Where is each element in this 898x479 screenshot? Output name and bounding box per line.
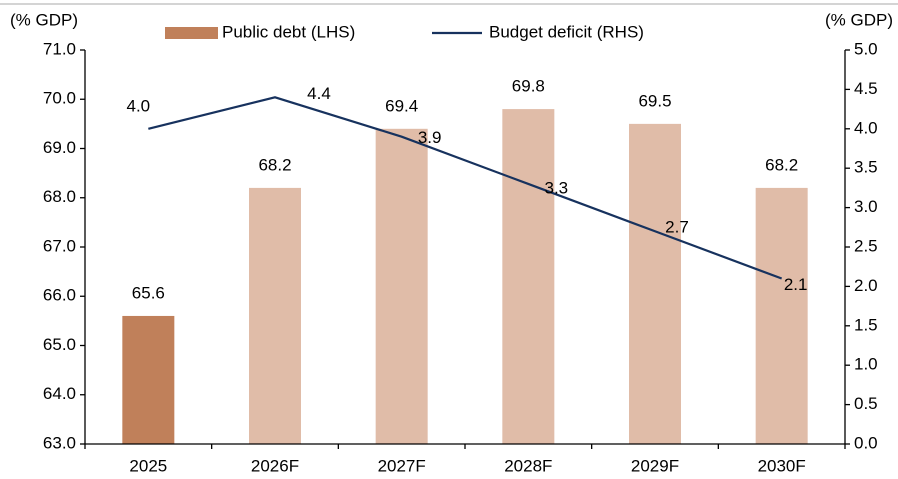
bar-label: 65.6	[132, 283, 165, 302]
bar-label: 68.2	[765, 155, 798, 174]
x-tick-label: 2026F	[251, 456, 299, 475]
y-tick-label: 64.0	[43, 384, 76, 403]
bar	[755, 187, 808, 444]
line-label: 4.4	[307, 84, 331, 103]
bar-label: 68.2	[258, 155, 291, 174]
line-label: 2.1	[784, 275, 808, 294]
line-label: 2.7	[665, 218, 689, 237]
line-label: 3.9	[418, 128, 442, 147]
y2-tick-label: 2.0	[854, 276, 878, 295]
y-tick-label: 70.0	[43, 89, 76, 108]
y2-tick-label: 4.5	[854, 79, 878, 98]
line-label: 3.3	[545, 178, 569, 197]
y2-axis-label: (% GDP)	[825, 10, 893, 29]
x-tick-label: 2030F	[758, 456, 806, 475]
legend-swatch	[165, 27, 218, 39]
y-tick-label: 66.0	[43, 286, 76, 305]
x-tick-label: 2028F	[504, 456, 552, 475]
legend-label: Budget deficit (RHS)	[489, 22, 644, 41]
y2-tick-label: 4.0	[854, 118, 878, 137]
y2-tick-label: 2.5	[854, 236, 878, 255]
y-tick-label: 69.0	[43, 138, 76, 157]
bar	[629, 123, 681, 444]
line	[148, 96, 783, 280]
y2-tick-label: 1.5	[854, 315, 878, 334]
y2-tick-label: 5.0	[854, 39, 878, 58]
x-tick-label: 2027F	[378, 456, 426, 475]
y2-tick-label: 1.0	[854, 355, 878, 374]
y2-tick-label: 3.5	[854, 158, 878, 177]
y2-tick-label: 3.0	[854, 197, 878, 216]
bar	[249, 187, 301, 444]
legend-label: Public debt (LHS)	[222, 22, 355, 41]
y2-tick-label: 0.0	[854, 433, 878, 452]
y-tick-label: 68.0	[43, 187, 76, 206]
line-label: 4.0	[127, 96, 151, 115]
y-tick-label: 67.0	[43, 236, 76, 255]
bar-label: 69.4	[385, 96, 418, 115]
x-tick-label: 2025	[129, 456, 167, 475]
y-tick-label: 65.0	[43, 335, 76, 354]
bar-label: 69.5	[638, 91, 671, 110]
bar-label: 69.8	[512, 77, 545, 96]
y2-tick-label: 0.5	[854, 394, 878, 413]
y-tick-label: 63.0	[43, 433, 76, 452]
y-tick-label: 71.0	[43, 39, 76, 58]
bar	[375, 128, 428, 445]
y-axis-label: (% GDP)	[10, 10, 78, 29]
x-tick-label: 2029F	[631, 456, 679, 475]
bar	[122, 315, 175, 444]
bar	[502, 109, 555, 444]
